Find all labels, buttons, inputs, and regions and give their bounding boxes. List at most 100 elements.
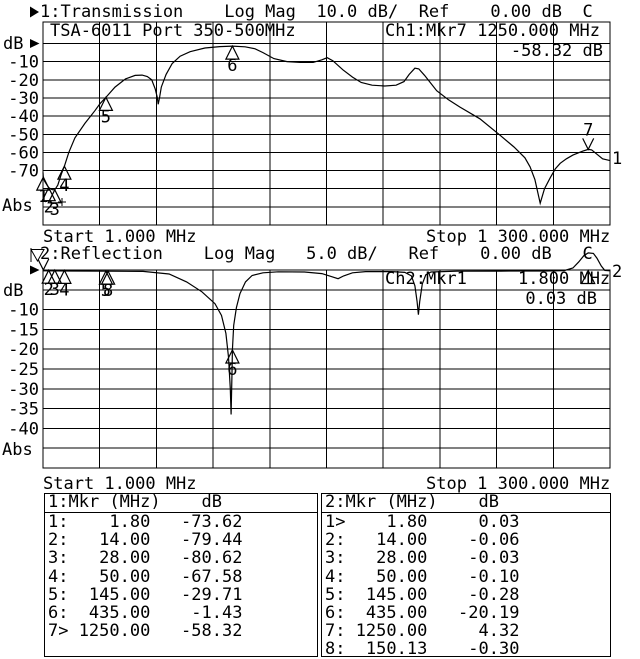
chart1-annotation: TSA-6011 Port 350-500MHz bbox=[50, 21, 296, 41]
chart2-markers: 23 4 58 6 bbox=[37, 258, 596, 380]
marker-frequency: 1250.00 bbox=[355, 621, 428, 642]
marker-frequency: 14.00 bbox=[99, 530, 151, 551]
marker-frequency: 145.00 bbox=[365, 584, 428, 605]
svg-text:-40: -40 bbox=[8, 419, 39, 439]
table-row: 3: 28.00 -0.03 bbox=[322, 549, 610, 567]
marker-table1-header: 1:Mkr (MHz) dB bbox=[45, 494, 317, 513]
marker-db: 4.32 bbox=[478, 621, 520, 642]
marker-db: -80.62 bbox=[181, 548, 243, 569]
svg-text:6: 6 bbox=[227, 56, 237, 76]
chart1-trace-number: 1 bbox=[612, 149, 623, 169]
marker-db: -79.44 bbox=[181, 530, 243, 551]
marker-frequency: 435.00 bbox=[365, 602, 428, 623]
marker-number: 2: bbox=[325, 530, 346, 551]
svg-text:-30: -30 bbox=[8, 380, 39, 400]
table-row: 4: 50.00 -67.58 bbox=[45, 566, 317, 587]
chart2-title-bar: 2:Reflection Log Mag 5.0 dB/ Ref 0.00 dB… bbox=[40, 244, 593, 264]
marker-table-channel2: 2:Mkr (MHz) dB 1> 1.80 0.03 2: 14.00 -0.06 3: 2… bbox=[321, 493, 611, 659]
table-row: 4: 50.00 -0.10 bbox=[322, 566, 610, 587]
marker-frequency: 50.00 bbox=[99, 566, 151, 587]
table-row: 6: 435.00 -1.43 bbox=[45, 604, 317, 622]
chart1-marker-readout: Ch1:Mkr7 1250.000 MHz bbox=[385, 21, 600, 41]
chart2-marker-readout: Ch2:Mkr1 1.800 MHz bbox=[385, 269, 611, 289]
table-row: 6: 435.00 -20.19 bbox=[322, 604, 610, 622]
marker-number: 1> bbox=[325, 512, 346, 532]
marker-number: 4: bbox=[48, 566, 69, 587]
channel2-flag-icon bbox=[30, 249, 45, 263]
chart2-y-ticks: -10-15-20-25-30-35-40 bbox=[8, 301, 39, 440]
svg-text:-30: -30 bbox=[8, 89, 39, 109]
marker-db: -0.30 bbox=[468, 639, 520, 659]
chart2-stop-freq: Stop 1 300.000 MHz bbox=[426, 474, 611, 494]
svg-text:3: 3 bbox=[50, 280, 60, 300]
svg-text:-20: -20 bbox=[8, 71, 39, 91]
chart2-grid bbox=[42, 269, 611, 469]
marker-table2-body: 1> 1.80 0.03 2: 14.00 -0.06 3: 28.00 -0.03 4: 50.0… bbox=[322, 513, 610, 659]
marker-db: -67.58 bbox=[181, 566, 243, 587]
chart1-y-unit-label: dB bbox=[3, 34, 24, 54]
svg-text:-70: -70 bbox=[8, 162, 39, 182]
chart1-stop-freq: Stop 1 300.000 MHz bbox=[426, 227, 611, 247]
svg-text:3: 3 bbox=[50, 200, 60, 220]
marker-number: 6: bbox=[325, 602, 346, 623]
chart1-start-freq: Start 1.000 MHz bbox=[43, 227, 197, 247]
marker-db: -20.19 bbox=[458, 602, 520, 623]
marker-number: 7: bbox=[325, 621, 346, 642]
svg-text:6: 6 bbox=[227, 360, 237, 380]
chart1-y-ticks: -10-20-30-40-50-60-70 bbox=[8, 53, 39, 182]
chart2-marker-value: 0.03 dB bbox=[525, 289, 597, 309]
marker-frequency: 435.00 bbox=[88, 602, 151, 623]
svg-text:2: 2 bbox=[44, 280, 54, 300]
svg-text:-50: -50 bbox=[8, 125, 39, 145]
chart1-markers: 123 4 5 6 7 bbox=[35, 44, 595, 220]
marker-db: -0.10 bbox=[468, 566, 520, 587]
chart1-ref-arrow-icon bbox=[30, 39, 40, 48]
chart2-abs-label: Abs bbox=[2, 440, 33, 460]
marker-db: -29.71 bbox=[181, 584, 243, 605]
table-row: 1> 1.80 0.03 bbox=[322, 513, 610, 531]
svg-text:5: 5 bbox=[101, 281, 111, 301]
marker-frequency: 1250.00 bbox=[78, 621, 151, 642]
reflection-trace bbox=[42, 252, 611, 415]
marker-db: -58.32 bbox=[181, 621, 243, 642]
marker-db: 0.03 bbox=[478, 512, 520, 532]
marker-db: -0.06 bbox=[468, 530, 520, 551]
marker-db: -0.28 bbox=[468, 584, 520, 605]
chart2-start-freq: Start 1.000 MHz bbox=[43, 474, 197, 494]
channel1-arrow-icon bbox=[30, 6, 39, 18]
svg-text:5: 5 bbox=[101, 107, 111, 127]
marker-frequency: 50.00 bbox=[376, 566, 428, 587]
marker-number: 8: bbox=[325, 639, 346, 659]
marker-frequency: 150.13 bbox=[365, 639, 428, 659]
chart1-cluster-plus-icon bbox=[58, 198, 66, 206]
svg-text:-25: -25 bbox=[8, 360, 39, 380]
table-row: 7> 1250.00 -58.32 bbox=[45, 622, 317, 640]
chart1-abs-label: Abs bbox=[2, 196, 33, 216]
marker-frequency: 1.80 bbox=[386, 512, 428, 532]
marker-number: 5: bbox=[325, 584, 346, 605]
table-row: 8: 150.13 -0.30 bbox=[322, 640, 610, 658]
table-row: 3: 28.00 -80.62 bbox=[45, 549, 317, 567]
table-row: 5: 145.00 -0.28 bbox=[322, 586, 610, 604]
svg-text:2: 2 bbox=[44, 198, 54, 218]
table-row: 5: 145.00 -29.71 bbox=[45, 586, 317, 604]
table-row: 2: 14.00 -0.06 bbox=[322, 531, 610, 549]
svg-text:-35: -35 bbox=[8, 400, 39, 420]
chart2-trace-number: 2 bbox=[612, 262, 623, 282]
marker-number: 5: bbox=[48, 584, 69, 605]
marker-number: 7> bbox=[48, 621, 69, 642]
marker-db: -0.03 bbox=[468, 548, 520, 569]
chart1-title-bar: 1:Transmission Log Mag 10.0 dB/ Ref 0.00… bbox=[40, 2, 593, 22]
marker-table1-body: 1: 1.80 -73.62 2: 14.00 -79.44 3: 28.00 -80.62 4:… bbox=[45, 513, 317, 641]
marker-number: 1: bbox=[48, 512, 69, 532]
table-row: 1: 1.80 -73.62 bbox=[45, 513, 317, 531]
svg-text:4: 4 bbox=[59, 280, 69, 300]
marker-table-channel1: 1:Mkr (MHz) dB 1: 1.80 -73.62 2: 14.00 -79.44… bbox=[44, 493, 318, 657]
marker-table2-header: 2:Mkr (MHz) dB bbox=[322, 494, 610, 513]
marker-db: -1.43 bbox=[191, 602, 243, 623]
svg-text:-10: -10 bbox=[8, 301, 39, 321]
table-row: 7: 1250.00 4.32 bbox=[322, 622, 610, 640]
svg-text:-20: -20 bbox=[8, 340, 39, 360]
